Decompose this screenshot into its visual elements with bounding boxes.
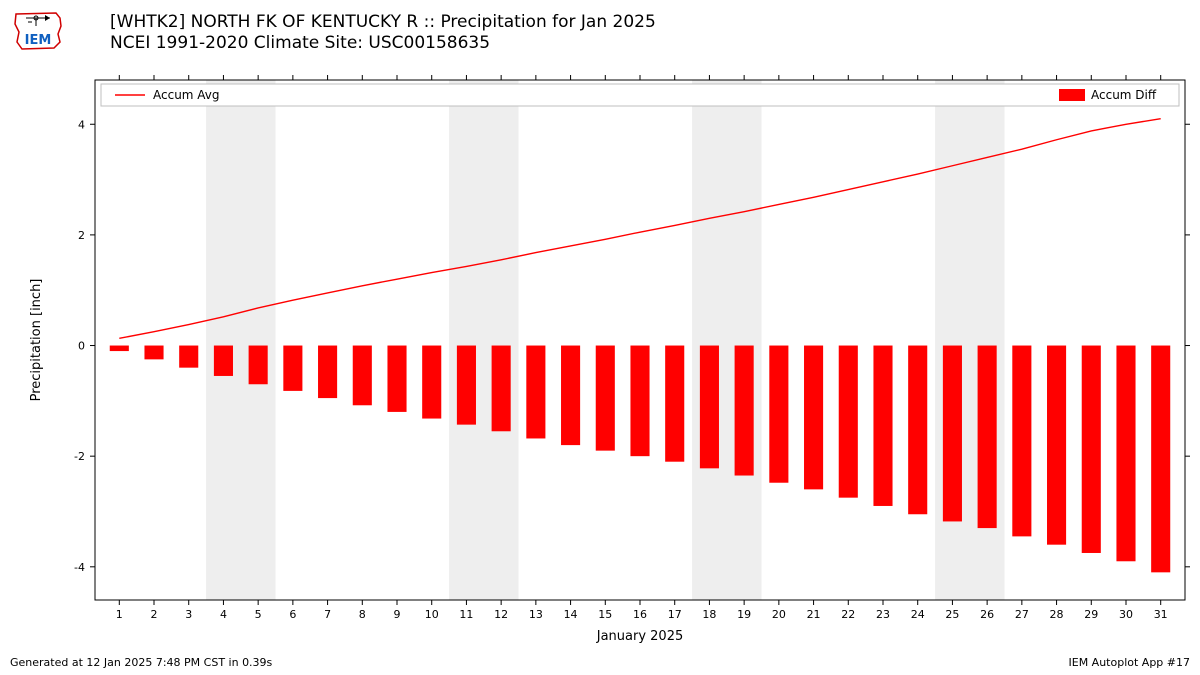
svg-text:21: 21 (807, 608, 821, 621)
svg-text:4: 4 (78, 118, 85, 131)
svg-text:2: 2 (78, 229, 85, 242)
svg-text:26: 26 (980, 608, 994, 621)
svg-text:January 2025: January 2025 (596, 629, 684, 644)
svg-text:12: 12 (494, 608, 508, 621)
svg-text:10: 10 (425, 608, 439, 621)
svg-text:3: 3 (185, 608, 192, 621)
svg-text:28: 28 (1050, 608, 1064, 621)
svg-text:22: 22 (841, 608, 855, 621)
title-line-2: NCEI 1991-2020 Climate Site: USC00158635 (110, 33, 656, 54)
svg-text:2: 2 (151, 608, 158, 621)
title-line-1: [WHTK2] NORTH FK OF KENTUCKY R :: Precip… (110, 12, 656, 33)
svg-text:16: 16 (633, 608, 647, 621)
svg-text:9: 9 (394, 608, 401, 621)
svg-text:4: 4 (220, 608, 227, 621)
svg-text:IEM: IEM (25, 33, 52, 48)
svg-text:0: 0 (78, 340, 85, 353)
svg-text:6: 6 (289, 608, 296, 621)
svg-text:31: 31 (1154, 608, 1168, 621)
svg-text:24: 24 (911, 608, 925, 621)
footer-app: IEM Autoplot App #17 (1069, 656, 1191, 669)
footer-generated: Generated at 12 Jan 2025 7:48 PM CST in … (10, 656, 272, 669)
chart-title: [WHTK2] NORTH FK OF KENTUCKY R :: Precip… (110, 12, 656, 55)
svg-text:15: 15 (598, 608, 612, 621)
svg-text:23: 23 (876, 608, 890, 621)
svg-text:1: 1 (116, 608, 123, 621)
svg-text:14: 14 (564, 608, 578, 621)
precipitation-chart: -4-2024123456789101112131415161718192021… (0, 55, 1200, 650)
svg-text:17: 17 (668, 608, 682, 621)
svg-text:30: 30 (1119, 608, 1133, 621)
svg-text:13: 13 (529, 608, 543, 621)
svg-text:18: 18 (702, 608, 716, 621)
svg-text:5: 5 (255, 608, 262, 621)
svg-text:19: 19 (737, 608, 751, 621)
svg-text:Accum Diff: Accum Diff (1091, 88, 1157, 102)
svg-text:11: 11 (459, 608, 473, 621)
svg-text:-4: -4 (74, 561, 85, 574)
iem-logo: IEM (8, 8, 68, 53)
svg-text:-2: -2 (74, 450, 85, 463)
svg-text:7: 7 (324, 608, 331, 621)
svg-text:8: 8 (359, 608, 366, 621)
svg-text:29: 29 (1084, 608, 1098, 621)
svg-text:Precipitation [inch]: Precipitation [inch] (29, 279, 44, 402)
svg-text:Accum Avg: Accum Avg (153, 88, 220, 102)
svg-text:20: 20 (772, 608, 786, 621)
svg-text:27: 27 (1015, 608, 1029, 621)
svg-text:25: 25 (945, 608, 959, 621)
